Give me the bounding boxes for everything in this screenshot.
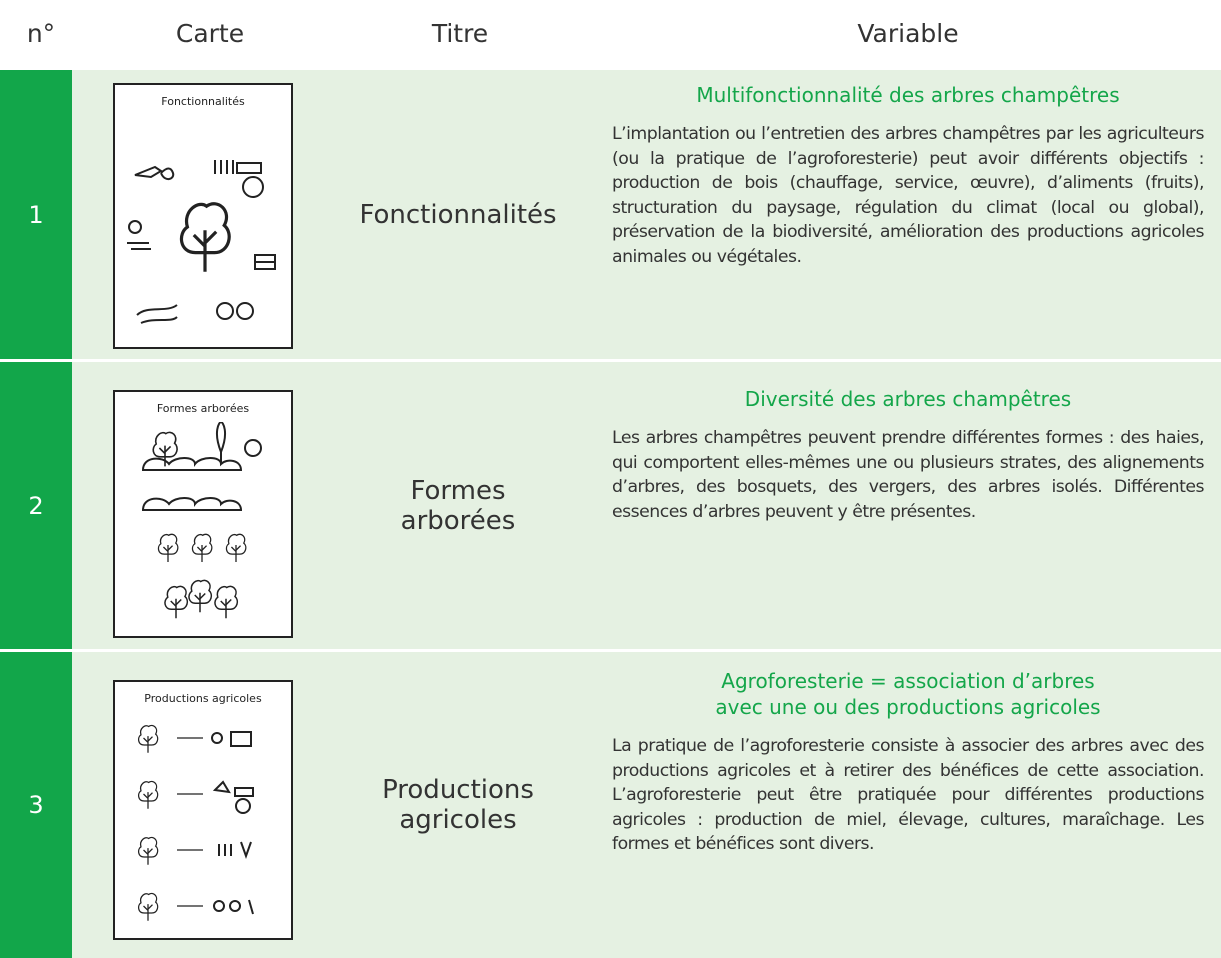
card: Fonctionnalités	[113, 83, 293, 349]
row-title: Formes arborées	[400, 475, 516, 536]
header-cell: Carte	[175, 19, 245, 48]
card-title: Productions agricoles	[144, 692, 262, 705]
variable-text: L’implantation ou l’entretien des arbres…	[612, 124, 1205, 267]
card-illustration	[141, 422, 262, 620]
row-title: Fonctionnalités	[359, 199, 557, 230]
row-number: 2	[0, 362, 72, 649]
variable-heading: Diversité des arbres champêtres	[744, 387, 1072, 411]
card-title: Formes arborées	[156, 402, 250, 415]
table-row: 1 Fonctionnalités Fonctionnalités Multif…	[0, 70, 1221, 359]
card: Productions agricoles	[113, 680, 293, 940]
variable-text: La pratique de l’agroforesterie consiste…	[612, 736, 1205, 854]
card-illustration	[137, 724, 254, 922]
variable-heading: Multifonctionnalité des arbres champêtre…	[696, 83, 1120, 107]
row-title: Productions agricoles	[382, 775, 534, 835]
variable-heading: Agroforesterie = association d’arbres av…	[715, 669, 1101, 719]
header-cell: Variable	[857, 19, 959, 48]
card: Formes arborées	[113, 390, 293, 638]
table-row: 3 Productions agricoles Productions agri…	[0, 652, 1221, 958]
card-illustration	[127, 160, 276, 324]
variable-cell: Agroforesterie = association d’arbres av…	[612, 668, 1205, 857]
card-title: Fonctionnalités	[161, 95, 245, 108]
table-row: 2 Formes arborées Formes arborées Divers…	[0, 362, 1221, 649]
header-cell: n°	[26, 19, 56, 48]
header-cell: Titre	[431, 19, 489, 48]
variable-cell: Diversité des arbres champêtres Les arbr…	[612, 386, 1205, 524]
variable-cell: Multifonctionnalité des arbres champêtre…	[612, 82, 1205, 269]
row-number: 3	[0, 652, 72, 958]
variable-text: Les arbres champêtres peuvent prendre di…	[612, 428, 1205, 522]
row-number: 1	[0, 70, 72, 359]
